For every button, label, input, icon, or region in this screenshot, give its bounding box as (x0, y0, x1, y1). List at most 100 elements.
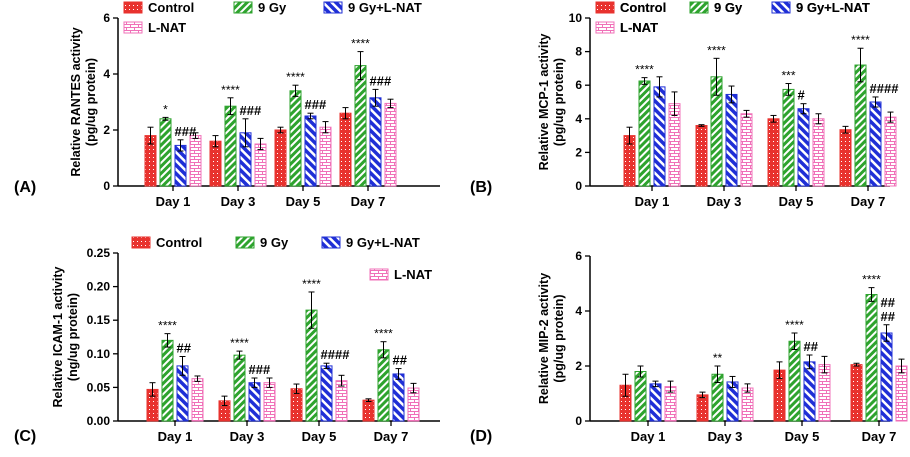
x-tick-label: Day 3 (708, 429, 743, 444)
bar-lnat (812, 118, 825, 187)
y-axis-label: Relative ICAM-1 activity (ng/ug protein) (51, 266, 80, 407)
bar-control (274, 129, 287, 187)
significance-label: **** (851, 33, 870, 47)
y-tick-label: 10 (569, 11, 583, 25)
panel-a: 0 2 4 6 Relative RANTES activity (pg/ug prote… (14, 0, 440, 209)
bar-control (695, 125, 708, 187)
legend-label: L-NAT (620, 20, 658, 35)
panel-label: (D) (470, 428, 492, 445)
y-axis-label: Relative MCP-1 activity (pg/ug protein) (537, 34, 566, 171)
y-tick-label: 4 (575, 304, 582, 318)
panel-label: (B) (470, 179, 492, 196)
bar-control (767, 118, 780, 187)
bar-gy9 (289, 90, 302, 187)
bar-gynat (248, 382, 261, 422)
bar-lnat (740, 113, 753, 187)
significance-label: **** (351, 37, 370, 51)
significance-label: **** (230, 336, 249, 350)
significance-label: ## (177, 340, 192, 355)
legend-label: 9 Gy (714, 0, 743, 15)
legend-label: 9 Gy+L-NAT (796, 0, 870, 15)
x-tick-label: Day 3 (707, 194, 742, 209)
x-tick-label: Day 1 (156, 194, 191, 209)
x-tick-label: Day 5 (286, 194, 321, 209)
legend-label: L-NAT (148, 20, 186, 35)
legend-swatch-gynat (771, 1, 791, 14)
x-tick-label: Day 7 (851, 194, 886, 209)
x-tick-label: Day 5 (785, 429, 820, 444)
legend-label: L-NAT (620, 20, 658, 35)
significance-label: # (798, 88, 806, 103)
bar-lnat (384, 102, 397, 187)
y-tick-label: 2 (575, 145, 582, 159)
y-tick-label: 0.15 (87, 313, 111, 327)
bar-gynat (725, 93, 738, 187)
legend-swatch-control (595, 1, 615, 14)
bar-gy9 (159, 118, 172, 187)
y-tick-label: 0.20 (87, 280, 111, 294)
x-tick-label: Day 7 (351, 194, 386, 209)
significance-label: ### (305, 97, 327, 112)
y-axis-label-line: Relative MCP-1 activity (537, 34, 551, 171)
legend-swatch-gy9 (689, 1, 709, 14)
y-axis-label-line: (pg/ug protein) (84, 58, 98, 146)
legend-label: Control (620, 0, 666, 15)
significance-label: **** (635, 63, 654, 77)
significance-label: **** (158, 319, 177, 333)
significance-label: **** (286, 70, 305, 84)
significance-label: **** (221, 83, 240, 97)
bar-lnat (263, 382, 276, 422)
significance-label: *** (781, 69, 795, 83)
bar-gy9 (865, 294, 878, 422)
legend-swatch-lnat (123, 21, 143, 34)
bar-gy9 (377, 349, 390, 422)
significance-label: ## (804, 339, 819, 354)
bar-lnat (189, 135, 202, 187)
y-tick-label: 8 (575, 45, 582, 59)
y-tick-label: 0.10 (87, 347, 111, 361)
significance-label: ### (370, 73, 392, 88)
legend-label: 9 Gy+L-NAT (348, 0, 422, 15)
significance-label: **** (707, 43, 726, 57)
bar-gy9 (233, 354, 246, 422)
bar-gy9 (161, 339, 174, 422)
y-tick-label: 6 (103, 11, 110, 25)
bar-gy9 (638, 80, 651, 187)
x-tick-label: Day 1 (631, 429, 666, 444)
bar-gynat (392, 373, 405, 422)
y-tick-label: 4 (575, 112, 582, 126)
bar-lnat (319, 126, 332, 187)
x-tick-label: Day 1 (158, 429, 193, 444)
bar-gy9 (224, 105, 237, 187)
bar-control (839, 129, 852, 187)
bar-gynat (320, 365, 333, 422)
legend-swatch-lnat (595, 21, 615, 34)
y-axis-label-line: Relative ICAM-1 activity (51, 266, 65, 407)
significance-label: ### (249, 362, 271, 377)
x-tick-label: Day 5 (779, 194, 814, 209)
x-tick-label: Day 7 (374, 429, 409, 444)
bar-gynat (649, 383, 662, 422)
bar-lnat (254, 143, 267, 187)
y-tick-label: 6 (575, 78, 582, 92)
y-tick-label: 0 (103, 179, 110, 193)
bar-lnat (884, 116, 897, 187)
legend-label: 9 Gy (260, 235, 289, 250)
significance-label: ### (175, 124, 197, 139)
x-tick-label: Day 3 (221, 194, 256, 209)
bar-lnat (335, 380, 348, 422)
legend-swatch-control (123, 1, 143, 14)
bar-gynat (869, 101, 882, 187)
significance-label: ** (713, 351, 723, 365)
bar-lnat (741, 387, 754, 422)
legend-label: 9 Gy (258, 0, 287, 15)
y-tick-label: 0.05 (87, 380, 111, 394)
significance-label: **** (862, 273, 881, 287)
significance-label: **** (785, 318, 804, 332)
legend-label: 9 Gy (714, 0, 743, 15)
y-axis-label: Relative RANTES activity (pg/ug protein) (69, 27, 98, 176)
bar-gy9 (354, 65, 367, 187)
x-tick-label: Day 3 (230, 429, 265, 444)
